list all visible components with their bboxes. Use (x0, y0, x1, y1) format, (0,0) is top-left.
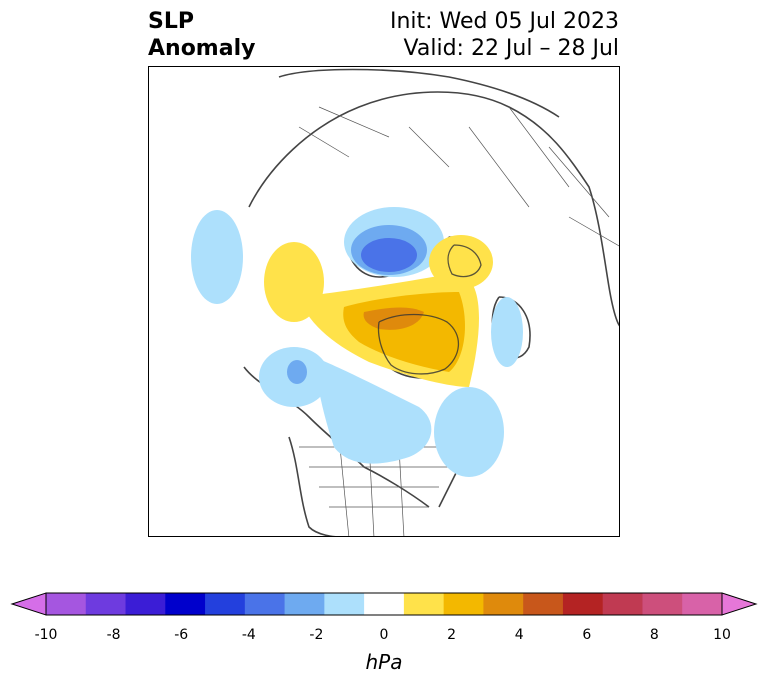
colorbar-extend-min (10, 592, 47, 616)
colorbar-tick-label: -2 (309, 627, 324, 643)
colorbar-segment (562, 593, 604, 615)
anomaly-pacific-low-core (287, 360, 307, 384)
valid-date-label: Valid: 22 Jul – 28 Jul (403, 36, 619, 61)
colorbar-tick-label: 8 (649, 627, 659, 643)
colorbar-segment (642, 593, 683, 615)
colorbar-segment (205, 593, 246, 615)
colorbar-segment (125, 593, 166, 615)
colorbar-segment (46, 593, 87, 615)
colorbar-segment (364, 593, 405, 615)
title-variable-line1: SLP (148, 9, 194, 34)
colorbar-segment (523, 593, 564, 615)
colorbar-tick-label: 10 (713, 627, 731, 643)
anomaly-canada-low (314, 357, 432, 464)
colorbar-segment (682, 593, 723, 615)
colorbar-tick-label: -10 (34, 627, 58, 643)
anomaly-north-atlantic-low (434, 387, 504, 477)
colorbar-segment (443, 593, 484, 615)
colorbar-segment (602, 593, 643, 615)
colorbar-tick-label: 0 (379, 627, 389, 643)
colorbar-segment (324, 593, 365, 615)
colorbar-tick-label: 6 (582, 627, 592, 643)
map-title-variable: SLP Anomaly (148, 8, 255, 62)
colorbar-unit-label: hPa (365, 650, 403, 674)
colorbar (10, 592, 758, 616)
colorbar-tick-label: 4 (514, 627, 524, 643)
anomaly-greenland-high-mid (343, 292, 465, 372)
colorbar-tick-label: -8 (106, 627, 121, 643)
anomaly-eastern-asia-low (191, 210, 243, 304)
colorbar-segment (284, 593, 325, 615)
colorbar-outline (45, 592, 723, 616)
colorbar-tick-label: -4 (241, 627, 256, 643)
map-panel (148, 66, 620, 537)
map-canvas (191, 68, 619, 536)
init-date-label: Init: Wed 05 Jul 2023 (389, 9, 619, 34)
anomaly-shading (191, 207, 523, 477)
coastline-overlay (377, 244, 482, 375)
colorbar-tick-label: -6 (174, 627, 189, 643)
colorbar-tick-label: 2 (447, 627, 457, 643)
map-title-dates: Init: Wed 05 Jul 2023 Valid: 22 Jul – 28… (390, 8, 619, 62)
anomaly-arctic-low-core (361, 238, 417, 272)
colorbar-segment (85, 593, 127, 615)
colorbar-segments (10, 592, 758, 616)
title-variable-line2: Anomaly (148, 36, 256, 61)
colorbar-segment (403, 593, 445, 615)
colorbar-segment (483, 593, 524, 615)
anomaly-barents-low (491, 297, 523, 367)
colorbar-segment (244, 593, 286, 615)
colorbar-segment (165, 593, 206, 615)
colorbar-extend-max (721, 592, 758, 616)
